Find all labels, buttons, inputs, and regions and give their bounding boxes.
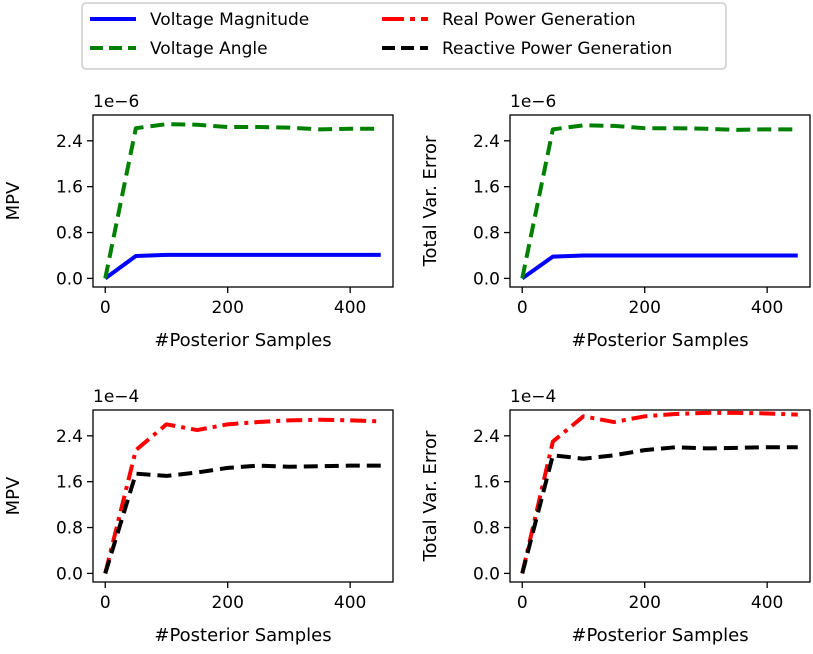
axes-frame: [509, 114, 811, 288]
x-tick-label: 400: [334, 593, 366, 613]
panels: 0 200 400 0.0 0.8 1.6 2.4 1e−6 #Posterior Sample…: [3, 92, 811, 646]
series-line: [521, 253, 798, 281]
x-tick-label: 0: [100, 593, 111, 613]
y-tick-label: 1.6: [56, 473, 83, 493]
y-tick-label: 0.0: [56, 564, 83, 584]
axes-frame: [92, 114, 394, 288]
y-tick-label: 1.6: [473, 473, 500, 493]
subplot-2: 0 200 400 0.0 0.8 1.6 2.4 1e−6 #Posterior Sample…: [420, 92, 811, 351]
x-axis-label: #Posterior Samples: [154, 625, 331, 646]
x-tick-label: 0: [100, 298, 111, 318]
y-tick-label: 1.6: [56, 178, 83, 198]
series-line: [520, 410, 798, 574]
subplot-4: 0 200 400 0.0 0.8 1.6 2.4 1e−4 #Posterior Sample…: [420, 387, 811, 646]
series-line: [520, 123, 798, 279]
series-line: [103, 417, 381, 574]
x-tick-label: 0: [517, 593, 528, 613]
axes-frame: [92, 409, 394, 583]
x-tick-label: 0: [517, 298, 528, 318]
y-tick-label: 2.4: [473, 427, 500, 447]
y-tick-label: 0.8: [56, 224, 83, 244]
x-tick-label: 400: [751, 593, 783, 613]
x-tick-label: 200: [211, 593, 243, 613]
legend-label: Voltage Magnitude: [150, 10, 309, 30]
y-tick-label: 0.8: [56, 519, 83, 539]
subplot-1: 0 200 400 0.0 0.8 1.6 2.4 1e−6 #Posterior Sample…: [3, 92, 394, 351]
axis-offset-text: 1e−4: [93, 387, 139, 407]
axis-offset-text: 1e−4: [510, 387, 556, 407]
y-tick-label: 0.0: [473, 269, 500, 289]
y-tick-label: 1.6: [473, 178, 500, 198]
x-tick-label: 400: [334, 298, 366, 318]
x-tick-label: 200: [628, 298, 660, 318]
y-axis-label: MPV: [3, 476, 24, 515]
y-tick-label: 0.0: [56, 269, 83, 289]
legend-label: Voltage Angle: [150, 39, 268, 59]
x-tick-label: 200: [211, 298, 243, 318]
x-axis-label: #Posterior Samples: [571, 625, 748, 646]
axis-offset-text: 1e−6: [93, 92, 139, 112]
x-axis-label: #Posterior Samples: [571, 330, 748, 351]
y-tick-label: 0.8: [473, 519, 500, 539]
y-tick-label: 0.8: [473, 224, 500, 244]
y-tick-label: 0.0: [473, 564, 500, 584]
x-tick-label: 400: [751, 298, 783, 318]
legend: Voltage Magnitude Voltage Angle Real Power…: [81, 2, 727, 70]
y-tick-label: 2.4: [56, 132, 83, 152]
axes-frame: [509, 409, 811, 583]
y-axis-label: MPV: [3, 181, 24, 220]
series-line: [520, 445, 798, 574]
y-tick-label: 2.4: [473, 132, 500, 152]
series-line: [103, 122, 381, 279]
legend-label: Real Power Generation: [442, 10, 636, 30]
x-axis-label: #Posterior Samples: [154, 330, 331, 351]
series-line: [103, 463, 381, 574]
legend-label: Reactive Power Generation: [442, 39, 672, 59]
y-axis-label: Total Var. Error: [420, 135, 441, 267]
series-line: [104, 252, 381, 281]
subplot-3: 0 200 400 0.0 0.8 1.6 2.4 1e−4 #Posterior Sample…: [3, 387, 394, 646]
y-tick-label: 2.4: [56, 427, 83, 447]
y-axis-label: Total Var. Error: [420, 430, 441, 562]
legend-frame: [81, 2, 727, 70]
axis-offset-text: 1e−6: [510, 92, 556, 112]
x-tick-label: 200: [628, 593, 660, 613]
